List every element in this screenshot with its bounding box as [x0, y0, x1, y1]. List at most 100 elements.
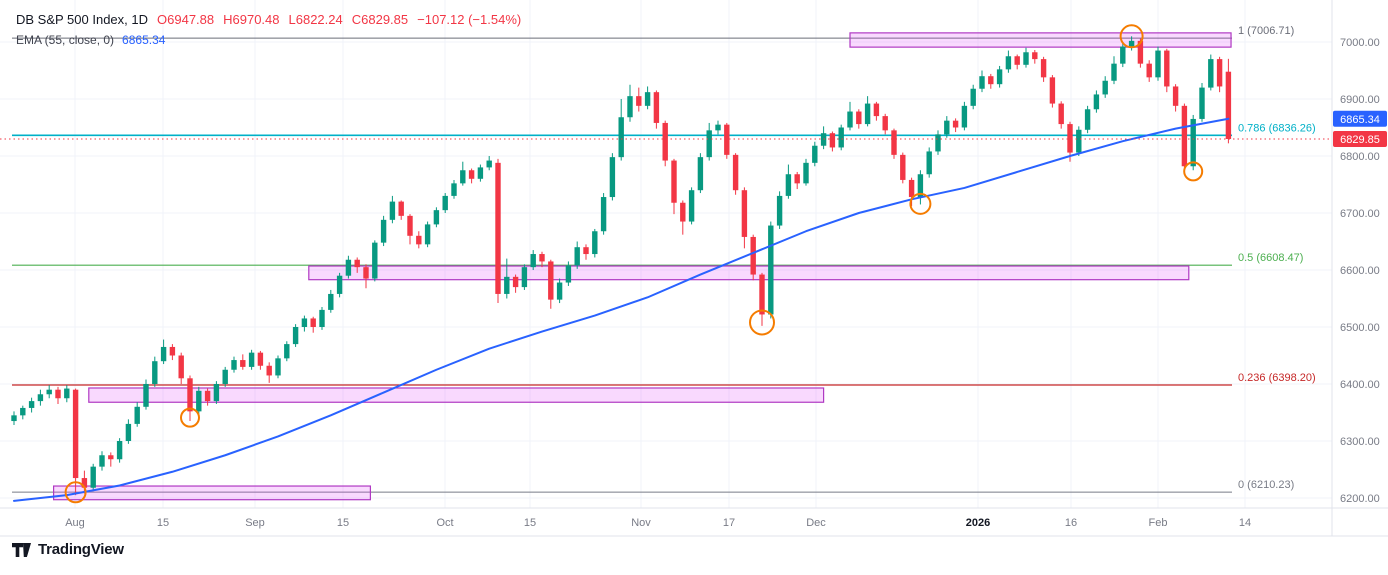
- candle-body-up: [803, 162, 809, 184]
- fib-label-0.786: 0.786 (6836.26): [1238, 122, 1316, 134]
- price-badge-1[interactable]: [1333, 130, 1387, 147]
- candle-body-down: [548, 261, 554, 300]
- candle-body-up: [996, 69, 1003, 85]
- candle-body-down: [1049, 77, 1056, 104]
- footer-bar: TradingView: [12, 541, 124, 558]
- candle-body-down: [988, 76, 994, 85]
- candle-body-down: [354, 259, 360, 268]
- price-tick-label: 6400.00: [1340, 379, 1380, 391]
- candle-body-down: [187, 378, 193, 412]
- symbol-title[interactable]: DB S&P 500 Index, 1D: [16, 12, 149, 27]
- ohlc-low: L6822.24: [288, 12, 343, 27]
- candle-body-down: [724, 124, 730, 155]
- candle-body-down: [1216, 59, 1223, 87]
- candle-body-up: [556, 282, 563, 300]
- candle-body-down: [900, 154, 906, 180]
- candle-body-up: [785, 174, 792, 196]
- price-badge-0[interactable]: [1333, 110, 1387, 127]
- candle-body-down: [1014, 56, 1020, 65]
- candle-body-up: [935, 134, 941, 152]
- candle-body-up: [389, 201, 396, 220]
- candle-body-down: [407, 215, 413, 236]
- circle-marker-5[interactable]: [1183, 161, 1204, 182]
- ohlc-open: O6947.88: [157, 12, 215, 27]
- time-tick-label: 17: [723, 517, 735, 529]
- candle-body-up: [328, 293, 334, 310]
- candle-body-up: [574, 247, 580, 266]
- candle-body-up: [20, 407, 26, 416]
- candle-body-up: [301, 318, 308, 327]
- candle-body-up: [1093, 94, 1100, 110]
- fib-label-0: 0 (6210.23): [1238, 479, 1294, 491]
- candle-body-down: [873, 103, 880, 117]
- candle-body-down: [1067, 124, 1073, 153]
- candle-body-up: [1076, 129, 1082, 153]
- candle-body-down: [759, 274, 765, 315]
- ohlc-high: H6970.48: [223, 12, 280, 27]
- candle-body-down: [583, 247, 589, 255]
- price-change: −107.12 (−1.54%): [417, 12, 522, 27]
- circle-marker-0[interactable]: [64, 481, 87, 504]
- candle-body-up: [565, 265, 572, 283]
- candle-body-down: [653, 92, 660, 123]
- price-tick-label: 6700.00: [1340, 208, 1380, 220]
- circle-marker-2[interactable]: [749, 309, 775, 336]
- candle-body-up: [222, 369, 228, 384]
- candle-body-down: [750, 236, 756, 275]
- candle-body-up: [1111, 63, 1117, 81]
- candle-body-down: [1040, 59, 1047, 78]
- candle-body-up: [504, 276, 510, 294]
- candle-body-up: [1084, 109, 1091, 130]
- candle-body-up: [618, 117, 624, 158]
- candle-body-up: [442, 195, 448, 211]
- candle-body-up: [46, 389, 52, 395]
- ema-indicator-value: 6865.34: [122, 33, 166, 47]
- candle-body-up: [451, 183, 457, 196]
- zone-rect-3[interactable]: [849, 32, 1232, 48]
- candle-body-up: [160, 346, 167, 362]
- candle-body-up: [768, 225, 774, 315]
- candle-body-up: [776, 195, 783, 226]
- tradingview-logo-text[interactable]: TradingView: [38, 541, 124, 558]
- candle-body-up: [847, 111, 853, 128]
- circle-marker-3[interactable]: [909, 192, 932, 215]
- circle-marker-1[interactable]: [180, 407, 200, 428]
- ema-indicator-label[interactable]: EMA (55, close, 0): [16, 33, 115, 47]
- candle-body-up: [213, 384, 220, 402]
- candle-body-up: [627, 96, 633, 118]
- tradingview-logo-icon[interactable]: [12, 542, 31, 557]
- price-tick-label: 7000.00: [1340, 37, 1380, 49]
- candle-body-down: [829, 133, 836, 148]
- zone-rect-0[interactable]: [52, 485, 371, 501]
- time-tick-label: Nov: [631, 517, 651, 529]
- candle-body-up: [486, 160, 492, 168]
- candle-body-down: [108, 455, 114, 460]
- price-tick-label: 6800.00: [1340, 151, 1380, 163]
- candle-body-up: [275, 358, 281, 376]
- candle-body-down: [1032, 52, 1038, 60]
- ema-line[interactable]: [13, 117, 1230, 502]
- zone-rect-1[interactable]: [88, 387, 825, 403]
- candle-body-up: [1023, 52, 1029, 65]
- candle-body-down: [468, 170, 475, 179]
- candle-body-up: [196, 390, 202, 412]
- ohlc-close: C6829.85: [351, 12, 409, 27]
- candle-body-up: [1102, 80, 1108, 95]
- candle-body-down: [680, 202, 686, 222]
- candle-body-up: [64, 388, 70, 399]
- candle-body-up: [28, 401, 35, 408]
- candle-body-up: [231, 360, 237, 370]
- chart-legend: DB S&P 500 Index, 1D O6947.88 H6970.48 L…: [16, 11, 521, 49]
- candle-body-up: [944, 120, 950, 135]
- candle-body-up: [1128, 40, 1135, 47]
- zone-rect-2[interactable]: [308, 265, 1190, 281]
- candle-body-down: [882, 116, 888, 131]
- candle-body-up: [961, 105, 968, 128]
- candle-body-up: [838, 127, 844, 148]
- candle-body-up: [970, 88, 976, 106]
- circle-marker-4[interactable]: [1119, 24, 1144, 49]
- candle-body-up: [460, 170, 466, 184]
- candle-body-up: [319, 309, 325, 327]
